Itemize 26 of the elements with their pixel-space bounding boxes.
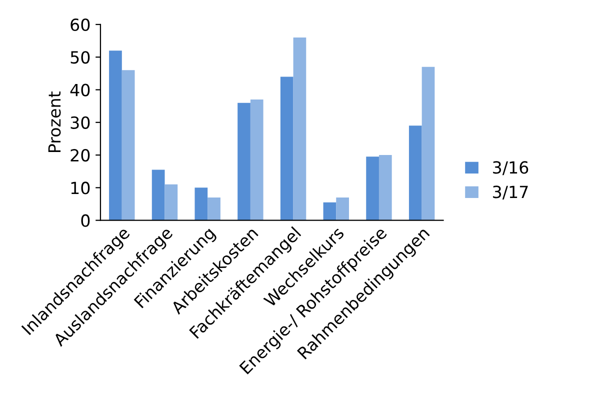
bar xyxy=(366,156,379,220)
bar xyxy=(109,50,122,220)
y-tick-label: 50 xyxy=(70,51,90,64)
y-tick-label: 10 xyxy=(71,182,90,194)
bar xyxy=(250,100,264,220)
bar xyxy=(152,170,165,220)
bar xyxy=(194,188,208,220)
y-tick-label: 20 xyxy=(70,149,90,162)
bar xyxy=(422,66,435,220)
bar xyxy=(336,197,349,220)
legend-label: 3/16 xyxy=(493,161,528,176)
y-tick-label: 30 xyxy=(70,116,90,129)
bar xyxy=(378,155,392,220)
bar xyxy=(280,76,294,220)
bar xyxy=(293,38,306,220)
y-tick-label: 60 xyxy=(70,18,90,32)
bar xyxy=(323,202,336,220)
bar xyxy=(408,126,422,220)
y-tick-label: 0 xyxy=(81,214,90,227)
y-axis-title: Prozent xyxy=(48,92,61,152)
bar xyxy=(122,70,135,220)
bar xyxy=(238,102,250,220)
y-tick-label: 40 xyxy=(70,84,90,96)
bar xyxy=(208,197,220,220)
bar xyxy=(164,184,178,220)
legend-label: 3/17 xyxy=(493,186,528,200)
